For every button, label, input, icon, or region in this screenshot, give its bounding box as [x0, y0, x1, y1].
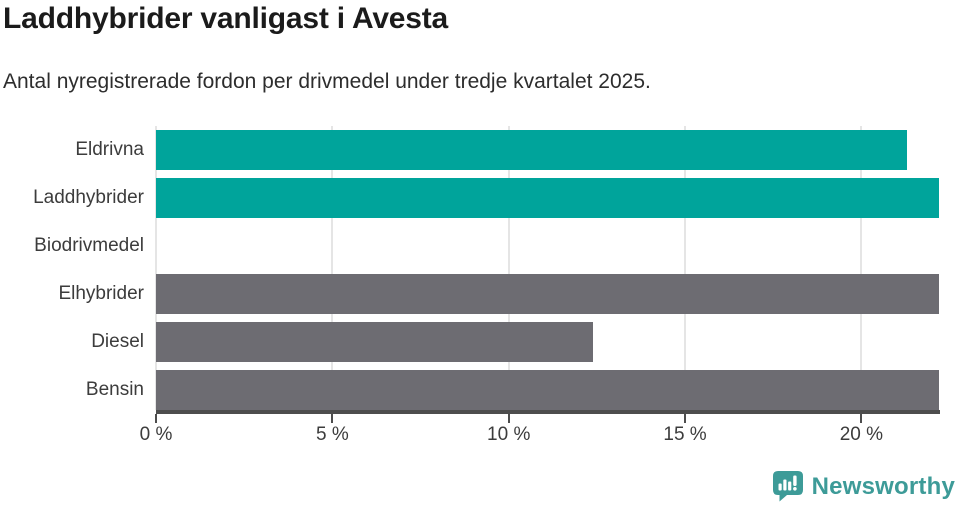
category-label-biodrivmedel: Biodrivmedel	[34, 235, 144, 256]
newsworthy-logo: Newsworthy	[772, 471, 955, 502]
bar-laddhybrider	[156, 178, 939, 218]
category-label-diesel: Diesel	[91, 331, 144, 352]
chart-title: Laddhybrider vanligast i Avesta	[3, 2, 449, 35]
category-label-bensin: Bensin	[85, 379, 144, 400]
bar-elhybrider	[156, 274, 939, 314]
newsworthy-logo-icon	[772, 471, 803, 502]
gridline	[860, 126, 863, 410]
gridline	[155, 126, 157, 410]
x-tick-label: 20 %	[839, 424, 884, 445]
category-label-eldrivna: Eldrivna	[75, 139, 144, 160]
bar-chart-plot: Eldrivna Laddhybrider Biodrivmedel Elhybrid…	[33, 126, 940, 445]
x-tick	[507, 414, 510, 423]
x-tick	[684, 414, 687, 423]
bar-diesel	[156, 322, 594, 362]
category-label-laddhybrider: Laddhybrider	[33, 187, 144, 208]
chart-subtitle: Antal nyregistrerade fordon per drivmede…	[3, 70, 651, 93]
x-tick-label: 5 %	[315, 424, 349, 445]
x-tick	[155, 414, 157, 423]
bar-eldrivna	[156, 130, 908, 170]
x-tick-label: 15 %	[663, 424, 707, 445]
x-tick-label: 0 %	[139, 424, 173, 445]
gridline	[684, 126, 687, 410]
bar-bensin	[156, 370, 939, 410]
category-label-elhybrider: Elhybrider	[58, 283, 144, 304]
gridline	[331, 126, 334, 410]
newsworthy-logo-text: Newsworthy	[811, 472, 955, 500]
x-tick	[860, 414, 863, 423]
x-tick	[331, 414, 334, 423]
x-axis-line	[156, 410, 940, 414]
x-tick-label: 10 %	[487, 424, 531, 445]
gridline	[507, 126, 510, 410]
